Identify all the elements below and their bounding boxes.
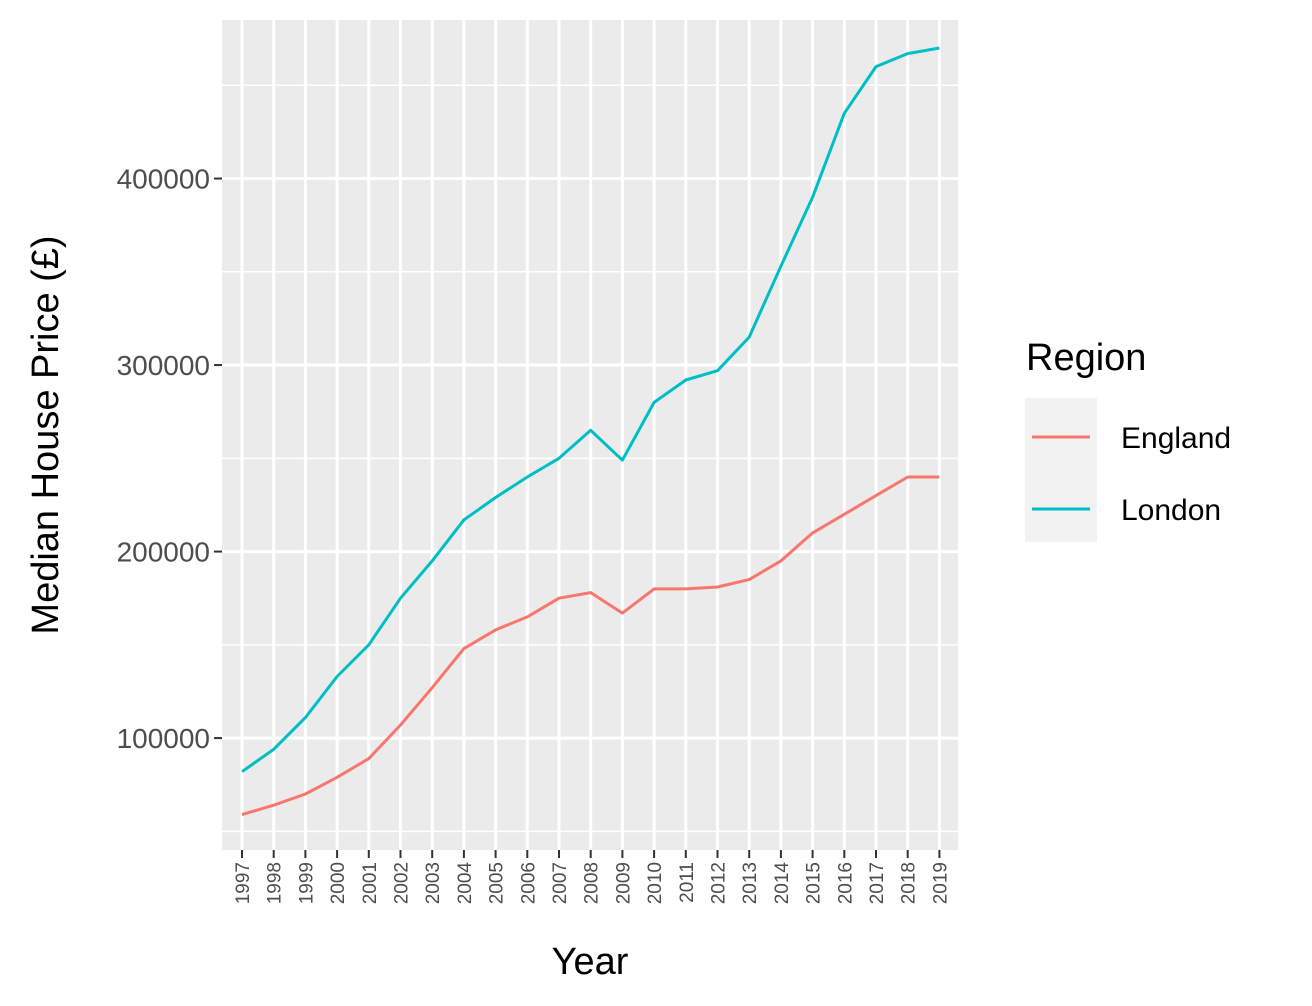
x-tick-label: 2002 (392, 862, 413, 904)
x-tick-label: 2006 (518, 862, 539, 904)
series-line-england (241, 475, 940, 817)
legend-title: Region (1026, 337, 1146, 379)
major-grid (222, 20, 958, 850)
x-tick-label: 2007 (550, 862, 571, 904)
x-tick-label: 2001 (360, 862, 381, 904)
y-tick-label: 100000 (117, 723, 210, 754)
legend-items: England London (1032, 422, 1231, 527)
x-tick-label: 2005 (487, 862, 508, 904)
x-tick-label: 2018 (899, 862, 920, 904)
x-tick-label: 2016 (835, 862, 856, 904)
x-tick-label: 2004 (455, 862, 476, 905)
series-line-london (241, 46, 940, 773)
x-tick-label: 2017 (867, 862, 888, 904)
y-axis-title: Median House Price (£) (25, 235, 67, 634)
x-tick-label: 2019 (930, 862, 951, 904)
y-tick-label: 400000 (117, 164, 210, 195)
legend-label-london: London (1121, 494, 1221, 527)
x-tick-label: 2008 (582, 862, 603, 904)
x-tick-label: 1998 (265, 862, 286, 904)
x-tick-label: 2011 (677, 862, 698, 903)
x-axis: 1997 1998 1999 2000 2001 2002 2003 2004 2005 2006… (233, 850, 951, 904)
y-axis: 100000 200000 300000 400000 (117, 164, 222, 754)
y-tick-label: 200000 (117, 537, 210, 568)
series-lines (241, 46, 940, 817)
legend-label-england: England (1121, 422, 1231, 455)
x-tick-label: 2013 (740, 862, 761, 904)
x-tick-label: 2000 (328, 862, 349, 904)
x-tick-label: 2014 (772, 862, 793, 905)
legend: Region England London (1025, 337, 1231, 542)
x-tick-label: 2012 (709, 862, 730, 904)
x-tick-label: 2010 (645, 862, 666, 904)
x-tick-label: 2009 (613, 862, 634, 904)
x-axis-title: Year (552, 941, 629, 983)
legend-key-background (1025, 398, 1097, 542)
y-tick-label: 300000 (117, 350, 210, 381)
x-tick-label: 1997 (233, 862, 254, 904)
x-tick-label: 2003 (423, 862, 444, 904)
x-tick-label: 1999 (296, 862, 317, 904)
x-tick-label: 2015 (804, 862, 825, 904)
